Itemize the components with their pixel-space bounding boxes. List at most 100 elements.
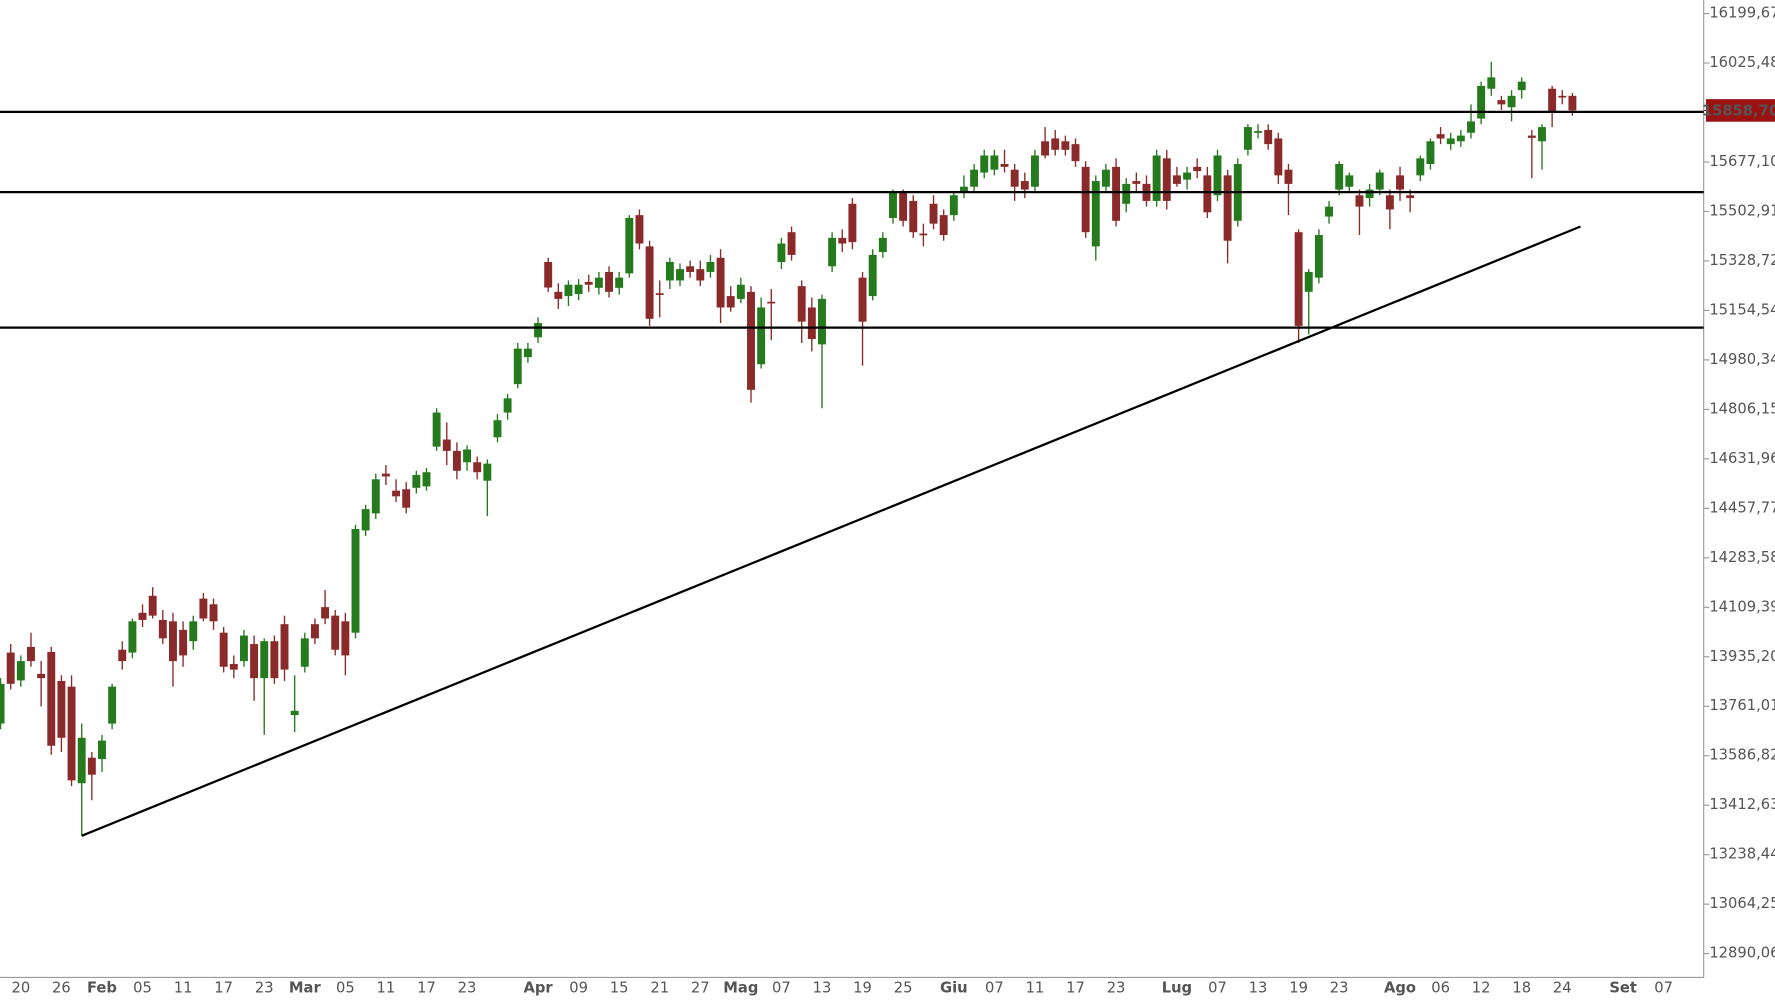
y-tick-label: 14631,96 <box>1709 450 1775 467</box>
candle-body <box>1172 175 1181 184</box>
candle-body <box>1000 164 1009 167</box>
candle-body <box>807 307 816 339</box>
candle-body <box>706 262 715 272</box>
candle-body <box>169 621 177 662</box>
candle-body <box>848 203 857 243</box>
candle-body <box>1325 206 1333 217</box>
candle-body <box>1355 195 1364 207</box>
candle-body <box>990 155 999 170</box>
candle-body <box>1020 181 1029 190</box>
candle-body <box>47 651 56 746</box>
candle-body <box>351 529 360 633</box>
candle-body <box>838 237 847 244</box>
candle-body <box>158 619 167 639</box>
candle-body <box>239 635 248 662</box>
x-tick-label: 19 <box>853 980 872 997</box>
candle-body <box>1162 158 1171 201</box>
candle-body <box>432 412 441 447</box>
candle-body <box>361 509 370 531</box>
x-tick-label: 12 <box>1472 980 1491 997</box>
y-tick-label: 12890,06 <box>1709 945 1775 962</box>
candle-body <box>260 641 269 679</box>
x-tick-label: 18 <box>1512 980 1531 997</box>
candle-body <box>1517 81 1526 91</box>
x-tick-label: Feb <box>87 980 117 997</box>
candle-body <box>503 398 512 413</box>
candle-body <box>1396 175 1404 190</box>
candle-body <box>757 307 766 365</box>
y-tick-label: 14980,34 <box>1709 351 1775 368</box>
candle-body <box>1274 138 1283 176</box>
candle-body <box>1193 166 1202 172</box>
candle-body <box>392 490 401 497</box>
candle-body <box>442 439 451 451</box>
candle-body <box>919 233 928 236</box>
y-tick-label: 15677,10 <box>1709 153 1775 170</box>
candle-body <box>128 621 137 653</box>
x-tick-label: 21 <box>650 980 669 997</box>
candle-body <box>412 475 421 488</box>
candle-body <box>280 624 289 670</box>
candle-body <box>1487 77 1496 89</box>
x-tick-label: 05 <box>336 980 355 997</box>
candle-body <box>1335 164 1344 190</box>
candle-body <box>290 710 299 716</box>
candle-body <box>1467 121 1475 133</box>
candle-body <box>716 257 725 308</box>
x-tick-label: 24 <box>1553 980 1572 997</box>
candle-body <box>87 757 96 775</box>
candle-body <box>1081 166 1090 233</box>
x-tick-label: 25 <box>894 980 913 997</box>
candle-body <box>959 186 968 193</box>
candle-body <box>1538 127 1546 142</box>
candle-body <box>57 680 66 738</box>
candle-body <box>118 649 127 662</box>
candle-body <box>1426 141 1435 165</box>
candle-body <box>189 621 198 642</box>
candle-body <box>1294 232 1303 326</box>
x-tick-label: 11 <box>174 980 193 997</box>
candle-body <box>564 284 573 297</box>
candle-body <box>1071 144 1080 162</box>
candle-body <box>949 195 958 216</box>
candle-body <box>544 262 553 288</box>
x-tick-label: Set <box>1609 980 1637 997</box>
x-tick-label: 17 <box>417 980 436 997</box>
candle-body <box>615 277 624 288</box>
candle-body <box>1152 155 1161 201</box>
candle-body <box>1416 158 1425 176</box>
x-tick-label: 07 <box>772 980 791 997</box>
candle-body <box>1558 95 1567 98</box>
candle-body <box>513 348 522 385</box>
candle-body <box>909 200 918 233</box>
last-price-label: 15858,70 <box>1702 103 1775 120</box>
candle-body <box>686 266 695 272</box>
candle-body <box>1223 175 1232 241</box>
candle-body <box>828 237 837 267</box>
candle-body <box>209 604 218 622</box>
candle-body <box>554 291 563 299</box>
candle-body <box>1183 172 1192 180</box>
x-tick-label: 23 <box>458 980 477 997</box>
y-tick-label: 13586,82 <box>1709 747 1775 764</box>
candle-body <box>0 683 5 724</box>
candle-body <box>1284 169 1293 184</box>
x-tick-label: 17 <box>214 980 233 997</box>
candle-body <box>148 595 157 616</box>
y-tick-label: 13238,44 <box>1709 846 1775 863</box>
candle-body <box>1061 141 1070 150</box>
candle-body <box>1254 131 1263 133</box>
candle-body <box>1091 181 1100 247</box>
candle-body <box>1132 181 1141 184</box>
x-tick-label: 06 <box>1431 980 1450 997</box>
candle-body <box>1406 195 1415 199</box>
candle-body <box>310 624 319 639</box>
x-tick-label: 05 <box>133 980 152 997</box>
candle-body <box>655 293 664 295</box>
x-tick-label: Lug <box>1162 980 1192 997</box>
candle-body <box>1385 195 1394 210</box>
candle-body <box>108 686 117 724</box>
candle-body <box>1446 138 1455 145</box>
